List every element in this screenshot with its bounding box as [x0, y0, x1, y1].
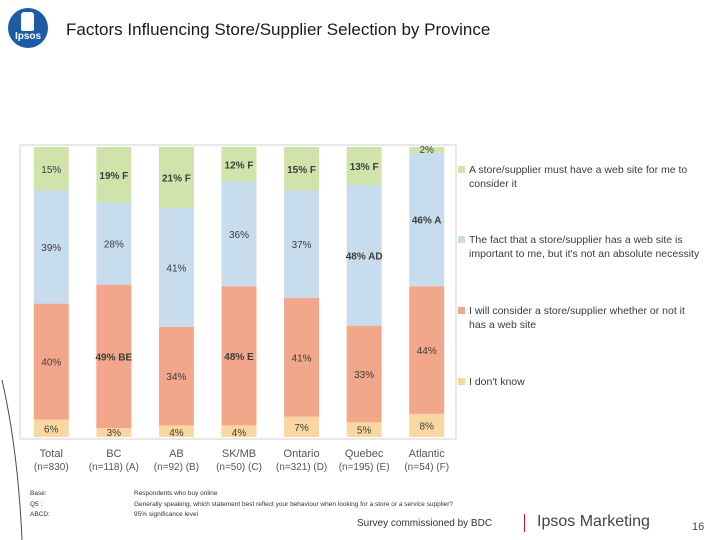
data-label: 41%: [166, 263, 186, 274]
category-label: Atlantic: [409, 448, 446, 460]
stacked-bar-chart: 6% 40% 39% 15% Total (n=830) 3% 49% BE 28% 19% F B…: [19, 144, 457, 473]
bar-segment: [346, 325, 382, 423]
bar-segment: [158, 425, 194, 437]
data-label: 13% F: [350, 162, 379, 173]
data-label: 21% F: [162, 173, 191, 184]
data-label: 5%: [357, 426, 372, 437]
bar-segment: [33, 190, 69, 304]
data-label: 4%: [169, 428, 184, 439]
footnote-labels: Base: Q5 : ABCD:: [30, 489, 50, 521]
data-label: 15% F: [287, 165, 316, 176]
category-label: Ontario: [284, 448, 320, 460]
category-sublabel: (n=830): [34, 462, 69, 473]
category-sublabel: (n=195) (E): [339, 462, 390, 473]
data-label: 39%: [41, 243, 61, 254]
bar-segment: [33, 147, 69, 191]
footnote-text: Generally speaking, which statement best…: [134, 500, 454, 508]
data-label: 2%: [419, 145, 434, 156]
bar-segment: [158, 326, 194, 426]
category-sublabel: (n=50) (C): [216, 462, 262, 473]
plot-frame: [19, 144, 457, 440]
data-label: 12% F: [225, 160, 254, 171]
bar-segment: [158, 207, 194, 327]
logo-mark-icon: [21, 12, 34, 31]
survey-credit: Survey commissioned by BDC: [357, 518, 493, 529]
data-label: 34%: [166, 372, 186, 383]
data-label: 36%: [229, 230, 249, 241]
bar-segment: [33, 419, 69, 437]
legend-swatch: [458, 236, 465, 243]
bar-segment: [346, 147, 382, 186]
data-label: 46% A: [412, 216, 442, 227]
legend-swatch: [458, 378, 465, 385]
data-label: 40%: [41, 358, 61, 369]
data-label: 44%: [417, 346, 437, 357]
data-label: 41%: [292, 353, 312, 364]
footer-separator: [524, 514, 525, 532]
bar-segment: [409, 413, 445, 437]
category-label: Total: [40, 448, 63, 460]
data-label: 48% AD: [346, 251, 383, 262]
bar-segment: [409, 286, 445, 414]
category-sublabel: (n=321) (D): [276, 462, 327, 473]
data-label: 37%: [292, 240, 312, 251]
bar-segment: [96, 202, 132, 285]
bar-segment: [284, 416, 320, 437]
bar-segment: [96, 428, 132, 437]
bar-segment: [221, 147, 257, 182]
ipsos-logo: Ipsos: [8, 8, 48, 48]
footnote-label: ABCD:: [30, 511, 50, 518]
bar-segment: [284, 297, 320, 417]
bar-segment: [158, 147, 194, 208]
footnote-text: 95% significance level: [134, 511, 198, 518]
data-label: 3%: [107, 428, 122, 439]
data-label: 15%: [41, 165, 61, 176]
data-label: 33%: [354, 370, 374, 381]
category-sublabel: (n=92) (B): [154, 462, 199, 473]
bar-segment: [96, 284, 132, 429]
legend-swatch: [458, 307, 465, 314]
category-sublabel: (n=118) (A): [89, 462, 139, 473]
bar-segment: [409, 147, 445, 153]
footnote-label: Q5 :: [30, 500, 43, 508]
data-label: 19% F: [99, 171, 128, 182]
data-label: 8%: [419, 421, 434, 432]
bar-segment: [221, 181, 257, 287]
category-label: AB: [169, 448, 184, 460]
bar-segment: [221, 425, 257, 437]
data-label: 49% BE: [96, 352, 133, 363]
logo-text: Ipsos: [14, 31, 42, 42]
legend-label: I don't know: [469, 376, 525, 388]
category-label: BC: [106, 448, 121, 460]
data-label: 28%: [104, 240, 124, 251]
data-label: 6%: [44, 424, 59, 435]
footnote-text: Respondents who buy online: [134, 490, 218, 497]
bar-segment: [96, 147, 132, 203]
bar-segment: [284, 147, 320, 191]
bar-segment: [409, 152, 445, 287]
category-sublabel: (n=54) (F): [404, 462, 449, 473]
legend-label: I will consider a store/supplier whether…: [469, 305, 685, 331]
decorative-curve: [1, 380, 23, 540]
brand-name: Ipsos Marketing: [537, 513, 650, 530]
legend-label: The fact that a store/supplier has a web…: [469, 234, 700, 260]
bar-segment: [221, 286, 257, 426]
bar-segment: [346, 185, 382, 326]
footnote-label: Base:: [30, 490, 47, 497]
bar-segment: [284, 190, 320, 298]
data-label: 7%: [294, 423, 309, 434]
category-label: SK/MB: [222, 448, 256, 460]
page-number: 16: [692, 521, 705, 533]
bar-segment: [346, 422, 382, 437]
data-label: 4%: [232, 428, 247, 439]
legend-swatch: [458, 166, 465, 173]
category-label: Quebec: [345, 448, 384, 460]
data-label: 48% E: [224, 352, 254, 363]
footnote-texts: Respondents who buy online Generally spe…: [134, 489, 453, 521]
page-title: Factors Influencing Store/Supplier Selec…: [66, 20, 491, 39]
bar-segment: [33, 303, 69, 420]
legend-label: A store/supplier must have a web site fo…: [469, 164, 688, 190]
